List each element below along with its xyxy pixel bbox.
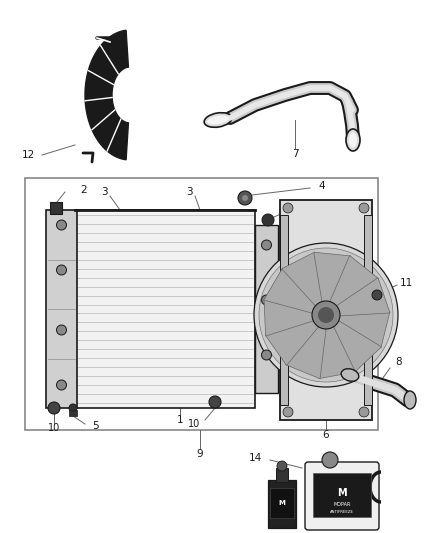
Ellipse shape (207, 116, 229, 124)
Text: 3: 3 (187, 187, 193, 197)
Text: 4: 4 (318, 181, 325, 191)
Circle shape (262, 214, 274, 226)
Text: 5: 5 (92, 421, 99, 431)
Circle shape (254, 243, 398, 387)
Text: 11: 11 (400, 278, 413, 288)
Circle shape (261, 350, 272, 360)
Circle shape (312, 301, 340, 329)
Ellipse shape (204, 112, 232, 127)
Polygon shape (282, 252, 325, 306)
Bar (276, 468, 288, 482)
Text: 8: 8 (395, 357, 402, 367)
Circle shape (359, 203, 369, 213)
Circle shape (261, 295, 272, 305)
Text: 10: 10 (48, 423, 60, 433)
Ellipse shape (341, 369, 359, 381)
Circle shape (69, 404, 77, 412)
Polygon shape (331, 321, 381, 373)
Circle shape (57, 380, 67, 390)
Text: M: M (337, 488, 347, 498)
Text: 1: 1 (177, 415, 184, 425)
Ellipse shape (404, 391, 416, 409)
Text: 2: 2 (300, 203, 307, 213)
Circle shape (283, 203, 293, 213)
Text: 14: 14 (249, 453, 262, 463)
Bar (280, 215, 288, 405)
Circle shape (283, 407, 293, 417)
Text: M: M (279, 500, 286, 506)
Text: 7: 7 (292, 149, 298, 159)
Polygon shape (286, 325, 326, 379)
Polygon shape (264, 299, 313, 336)
Polygon shape (336, 278, 390, 316)
Circle shape (238, 191, 252, 205)
Bar (25, 178, 378, 430)
Circle shape (57, 265, 67, 275)
Circle shape (322, 452, 338, 468)
Ellipse shape (346, 129, 360, 151)
Ellipse shape (349, 133, 357, 148)
Circle shape (259, 248, 393, 382)
Polygon shape (330, 255, 379, 308)
Circle shape (48, 402, 60, 414)
Circle shape (242, 195, 248, 201)
Bar (75, 210, 255, 408)
Text: 3: 3 (101, 187, 108, 197)
Bar (280, 200, 372, 420)
Bar (313, 473, 371, 517)
Polygon shape (319, 327, 356, 378)
Text: 9: 9 (197, 449, 203, 459)
Polygon shape (314, 252, 351, 303)
Text: 12: 12 (22, 150, 35, 160)
Text: 10: 10 (188, 419, 200, 429)
Circle shape (209, 396, 221, 408)
Circle shape (372, 290, 382, 300)
Polygon shape (85, 30, 128, 160)
Polygon shape (264, 268, 318, 313)
Circle shape (57, 220, 67, 230)
Bar (50, 202, 62, 214)
Circle shape (359, 407, 369, 417)
Text: 2: 2 (80, 185, 87, 195)
Circle shape (261, 240, 272, 250)
Text: ANTIFREEZE: ANTIFREEZE (330, 510, 354, 514)
Bar (364, 215, 372, 405)
Circle shape (57, 325, 67, 335)
Text: MOPAR: MOPAR (333, 503, 351, 507)
Polygon shape (265, 318, 318, 366)
Circle shape (318, 307, 334, 323)
Bar (69, 410, 77, 416)
Circle shape (277, 461, 287, 471)
Bar (46, 210, 77, 408)
Bar (255, 225, 278, 393)
Bar (270, 488, 294, 518)
Text: 6: 6 (323, 430, 329, 440)
Bar (268, 480, 296, 528)
FancyBboxPatch shape (305, 462, 379, 530)
Polygon shape (337, 312, 390, 348)
